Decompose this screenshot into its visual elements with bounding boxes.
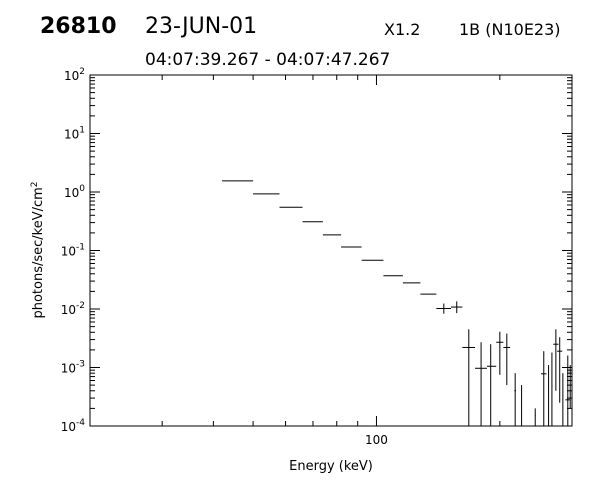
x-tick-labels: 100 <box>365 433 388 447</box>
data-point <box>551 352 553 426</box>
data-point <box>540 351 547 426</box>
data-point <box>462 329 476 426</box>
data-point <box>496 331 504 375</box>
data-point <box>503 333 511 386</box>
data-point <box>514 373 516 426</box>
data-points <box>222 180 571 426</box>
x-axis-label: Energy (keV) <box>289 459 373 474</box>
y-tick-label: 102 <box>64 67 85 83</box>
data-point <box>562 373 564 426</box>
optical-class-location: 1B (N10E23) <box>459 20 561 39</box>
y-tick-label: 10-4 <box>61 418 86 434</box>
y-tick-labels: 10-4 10-3 10-2 10-1 100 101 102 <box>61 67 86 434</box>
data-point <box>557 337 563 403</box>
data-point <box>521 385 523 426</box>
data-point <box>450 301 463 314</box>
data-point <box>534 408 536 426</box>
goes-class: X1.2 <box>384 20 421 39</box>
event-id: 26810 <box>40 14 117 39</box>
y-tick-label: 101 <box>64 126 85 142</box>
y-axis-label: photons/sec/keV/cm2 <box>30 181 46 318</box>
data-point <box>475 342 487 426</box>
y-tick-label: 100 <box>64 184 85 200</box>
time-range: 04:07:39.267 - 04:07:47.267 <box>145 50 391 70</box>
data-point <box>565 355 571 426</box>
data-point <box>548 365 550 426</box>
axis-ticks <box>89 74 573 427</box>
y-tick-label: 10-1 <box>61 243 85 259</box>
data-point <box>486 344 497 426</box>
y-tick-label: 10-2 <box>61 301 85 317</box>
y-tick-label: 10-3 <box>61 360 85 376</box>
event-date: 23-JUN-01 <box>145 14 258 39</box>
x-tick-label: 100 <box>365 433 388 447</box>
data-point <box>436 303 451 314</box>
data-point <box>553 329 559 391</box>
data-point <box>569 365 571 409</box>
